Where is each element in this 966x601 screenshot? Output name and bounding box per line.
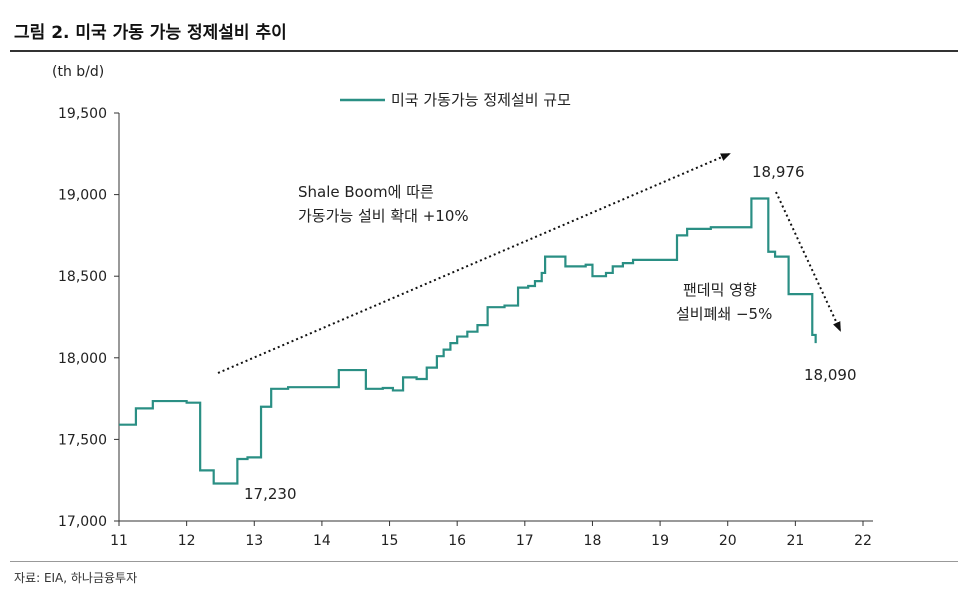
x-tick-label: 18: [584, 533, 602, 549]
legend-label: 미국 가동가능 정제설비 규모: [391, 91, 571, 109]
unit-label: (th b/d): [52, 64, 104, 80]
source-note: 자료: EIA, 하나금융투자: [14, 571, 138, 585]
y-tick-label: 17,000: [58, 514, 107, 530]
series-line: [119, 197, 817, 485]
data-label-last: 18,090: [804, 366, 857, 384]
x-tick-label: 17: [516, 533, 534, 549]
x-tick-label: 16: [448, 533, 466, 549]
x-tick-label: 19: [651, 533, 669, 549]
y-tick-label: 19,000: [58, 188, 107, 204]
figure-title: 그림 2. 미국 가동 가능 정제설비 추이: [14, 23, 287, 43]
data-label-min: 17,230: [244, 485, 297, 503]
x-tick-label: 11: [110, 533, 128, 549]
y-tick-label: 19,500: [58, 106, 107, 122]
x-tick-label: 12: [178, 533, 196, 549]
x-tick-label: 20: [719, 533, 737, 549]
data-label-peak: 18,976: [752, 163, 805, 181]
y-tick-label: 18,000: [58, 351, 107, 367]
x-ticks: 11 12 13 14 15 16 17 18 19 20 21 22: [110, 521, 872, 549]
legend: 미국 가동가능 정제설비 규모: [340, 91, 571, 109]
x-tick-label: 15: [381, 533, 399, 549]
annotation-shale-line1: Shale Boom에 따른: [298, 183, 434, 201]
x-tick-label: 21: [786, 533, 804, 549]
source-rule: [10, 561, 958, 562]
y-ticks: 17,000 17,500 18,000 18,500 19,000 19,500: [58, 106, 119, 530]
y-tick-label: 17,500: [58, 432, 107, 448]
x-tick-label: 14: [313, 533, 331, 549]
pandemic-trend-arrow: [775, 191, 841, 332]
x-tick-label: 22: [854, 533, 872, 549]
annotation-shale-line2: 가동가능 설비 확대 +10%: [298, 207, 469, 225]
annotation-pandemic-line2: 설비폐쇄 −5%: [676, 305, 772, 323]
x-tick-label: 13: [245, 533, 263, 549]
title-rule: [10, 50, 958, 52]
annotation-pandemic-line1: 팬데믹 영향: [683, 281, 757, 299]
y-tick-label: 18,500: [58, 269, 107, 285]
shale-trend-arrow: [217, 153, 731, 374]
